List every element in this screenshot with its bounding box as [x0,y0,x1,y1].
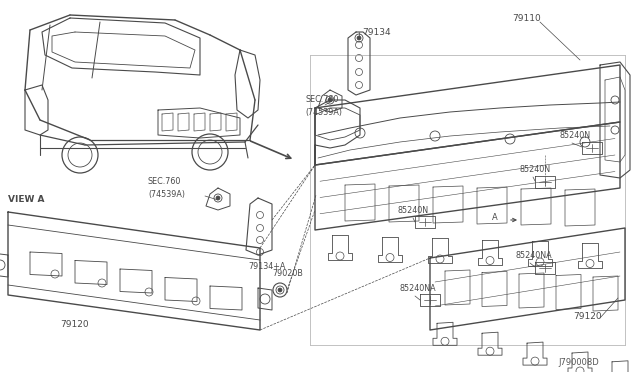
Circle shape [278,288,282,292]
Text: 85240N: 85240N [560,131,591,140]
Circle shape [328,98,332,102]
Text: 79110: 79110 [512,14,541,23]
Text: 79120: 79120 [573,312,602,321]
Text: 79134: 79134 [362,28,390,37]
Text: J790008D: J790008D [558,358,599,367]
Text: 85240NA: 85240NA [515,251,552,260]
Text: VIEW A: VIEW A [8,195,45,204]
Circle shape [357,36,361,40]
Text: 85240N: 85240N [398,206,429,215]
Text: (74539A): (74539A) [148,189,185,199]
Text: (74539A): (74539A) [305,108,342,116]
Text: A: A [492,214,498,222]
Text: 79020B: 79020B [272,269,303,278]
Text: 85240NA: 85240NA [400,284,436,293]
Text: SEC.760: SEC.760 [148,177,181,186]
Circle shape [216,196,220,200]
Text: 85240N: 85240N [520,165,551,174]
Text: 79134+A: 79134+A [248,262,285,271]
Text: 79120: 79120 [60,320,88,329]
Text: SEC.760: SEC.760 [305,96,339,105]
